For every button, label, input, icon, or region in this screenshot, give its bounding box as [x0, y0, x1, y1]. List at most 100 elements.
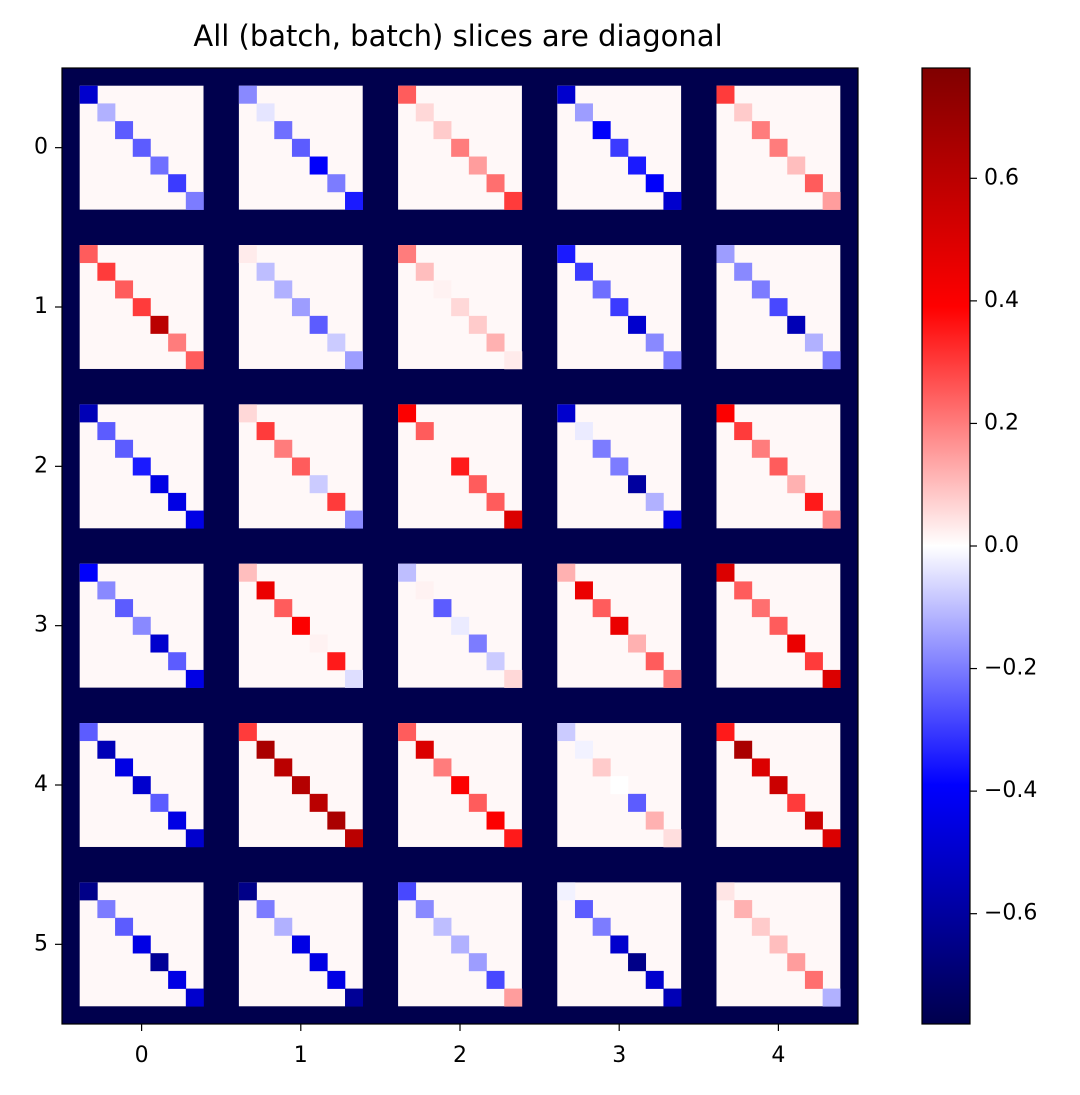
diagonal-cell	[433, 599, 452, 618]
diagonal-cell	[628, 475, 647, 494]
diagonal-cell	[291, 138, 310, 157]
y-tick-label: 1	[34, 294, 48, 319]
diagonal-cell	[415, 740, 434, 759]
x-tick-label: 3	[612, 1043, 626, 1068]
diagonal-cell	[433, 280, 452, 299]
diagonal-cell	[115, 758, 134, 777]
diagonal-cell	[97, 103, 116, 122]
diagonal-cell	[734, 740, 753, 759]
diagonal-cell	[592, 121, 611, 140]
diagonal-cell	[787, 634, 806, 653]
diagonal-cell	[79, 245, 98, 264]
diagonal-cell	[557, 85, 576, 104]
y-tick-label: 5	[34, 931, 48, 956]
diagonal-cell	[256, 581, 275, 600]
colorbar-tick-label: 0.2	[984, 410, 1019, 435]
diagonal-cell	[645, 652, 664, 671]
y-tick-label: 3	[34, 613, 48, 638]
diagonal-cell	[468, 475, 487, 494]
diagonal-cell	[79, 404, 98, 423]
diagonal-cell	[804, 652, 823, 671]
diagonal-cell	[663, 510, 682, 529]
diagonal-cell	[168, 492, 187, 511]
diagonal-cell	[79, 723, 98, 742]
diagonal-cell	[79, 882, 98, 901]
diagonal-cell	[398, 85, 417, 104]
x-tick-label: 2	[453, 1043, 467, 1068]
diagonal-cell	[132, 776, 151, 795]
diagonal-cell	[168, 811, 187, 830]
diagonal-cell	[645, 970, 664, 989]
colorbar-tick-label: 0.0	[984, 533, 1019, 558]
diagonal-cell	[822, 510, 841, 529]
diagonal-cell	[398, 882, 417, 901]
diagonal-cell	[291, 457, 310, 476]
diagonal-cell	[345, 988, 364, 1007]
diagonal-cell	[79, 85, 98, 104]
diagonal-cell	[592, 917, 611, 936]
diagonal-cell	[97, 740, 116, 759]
diagonal-cell	[168, 652, 187, 671]
diagonal-cell	[716, 404, 735, 423]
diagonal-cell	[468, 953, 487, 972]
diagonal-cell	[398, 245, 417, 264]
diagonal-cell	[345, 829, 364, 848]
diagonal-cell	[716, 85, 735, 104]
diagonal-cell	[327, 652, 346, 671]
diagonal-cell	[734, 262, 753, 281]
diagonal-cell	[663, 191, 682, 210]
diagonal-cell	[309, 953, 328, 972]
diagonal-cell	[132, 935, 151, 954]
diagonal-cell	[256, 103, 275, 122]
diagonal-cell	[274, 599, 293, 618]
diagonal-cell	[132, 298, 151, 317]
diagonal-cell	[274, 121, 293, 140]
diagonal-cell	[822, 191, 841, 210]
diagonal-cell	[751, 599, 770, 618]
diagonal-cell	[291, 935, 310, 954]
diagonal-cell	[486, 492, 505, 511]
diagonal-cell	[574, 581, 593, 600]
diagonal-cell	[256, 262, 275, 281]
diagonal-cell	[504, 988, 523, 1007]
diagonal-cell	[610, 935, 629, 954]
diagonal-cell	[787, 156, 806, 175]
diagonal-cell	[291, 616, 310, 635]
diagonal-cell	[274, 917, 293, 936]
diagonal-cell	[769, 935, 788, 954]
diagonal-cell	[451, 776, 470, 795]
diagonal-cell	[628, 953, 647, 972]
diagonal-cell	[716, 882, 735, 901]
diagonal-cell	[150, 156, 169, 175]
diagonal-cell	[115, 121, 134, 140]
diagonal-cell	[238, 245, 257, 264]
diagonal-cell	[150, 793, 169, 812]
chart-title: All (batch, batch) slices are diagonal	[193, 19, 722, 53]
padding	[62, 68, 858, 1024]
diagonal-cell	[327, 970, 346, 989]
diagonal-cell	[115, 599, 134, 618]
diagonal-cell	[610, 138, 629, 157]
diagonal-cell	[451, 457, 470, 476]
diagonal-cell	[132, 138, 151, 157]
diagonal-cell	[751, 917, 770, 936]
y-tick-label: 0	[34, 135, 48, 160]
diagonal-cell	[557, 882, 576, 901]
diagonal-cell	[751, 280, 770, 299]
diagonal-cell	[185, 988, 204, 1007]
diagonal-cell	[168, 333, 187, 352]
diagonal-cell	[557, 404, 576, 423]
diagonal-cell	[238, 563, 257, 582]
diagonal-cell	[398, 563, 417, 582]
colorbar	[921, 67, 971, 1025]
diagonal-cell	[433, 758, 452, 777]
diagonal-cell	[663, 988, 682, 1007]
colorbar-tick-label: −0.2	[984, 656, 1037, 681]
diagonal-cell	[345, 351, 364, 370]
diagonal-cell	[716, 723, 735, 742]
diagonal-cell	[327, 811, 346, 830]
diagonal-cell	[628, 315, 647, 334]
diagonal-cell	[734, 581, 753, 600]
diagonal-cell	[822, 829, 841, 848]
diagonal-cell	[309, 793, 328, 812]
